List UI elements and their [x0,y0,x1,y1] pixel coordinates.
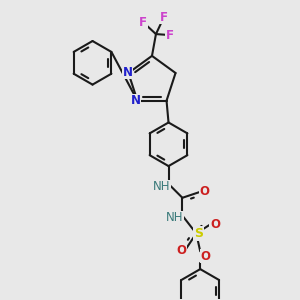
Text: F: F [160,11,168,24]
Text: S: S [194,227,203,240]
Text: O: O [199,185,209,198]
Text: O: O [176,244,186,257]
Text: N: N [122,65,132,79]
Text: O: O [200,250,210,263]
Text: F: F [166,28,174,42]
Text: NH: NH [166,211,183,224]
Text: F: F [139,16,147,29]
Text: NH: NH [153,180,170,194]
Text: O: O [210,218,220,231]
Text: N: N [130,94,140,107]
